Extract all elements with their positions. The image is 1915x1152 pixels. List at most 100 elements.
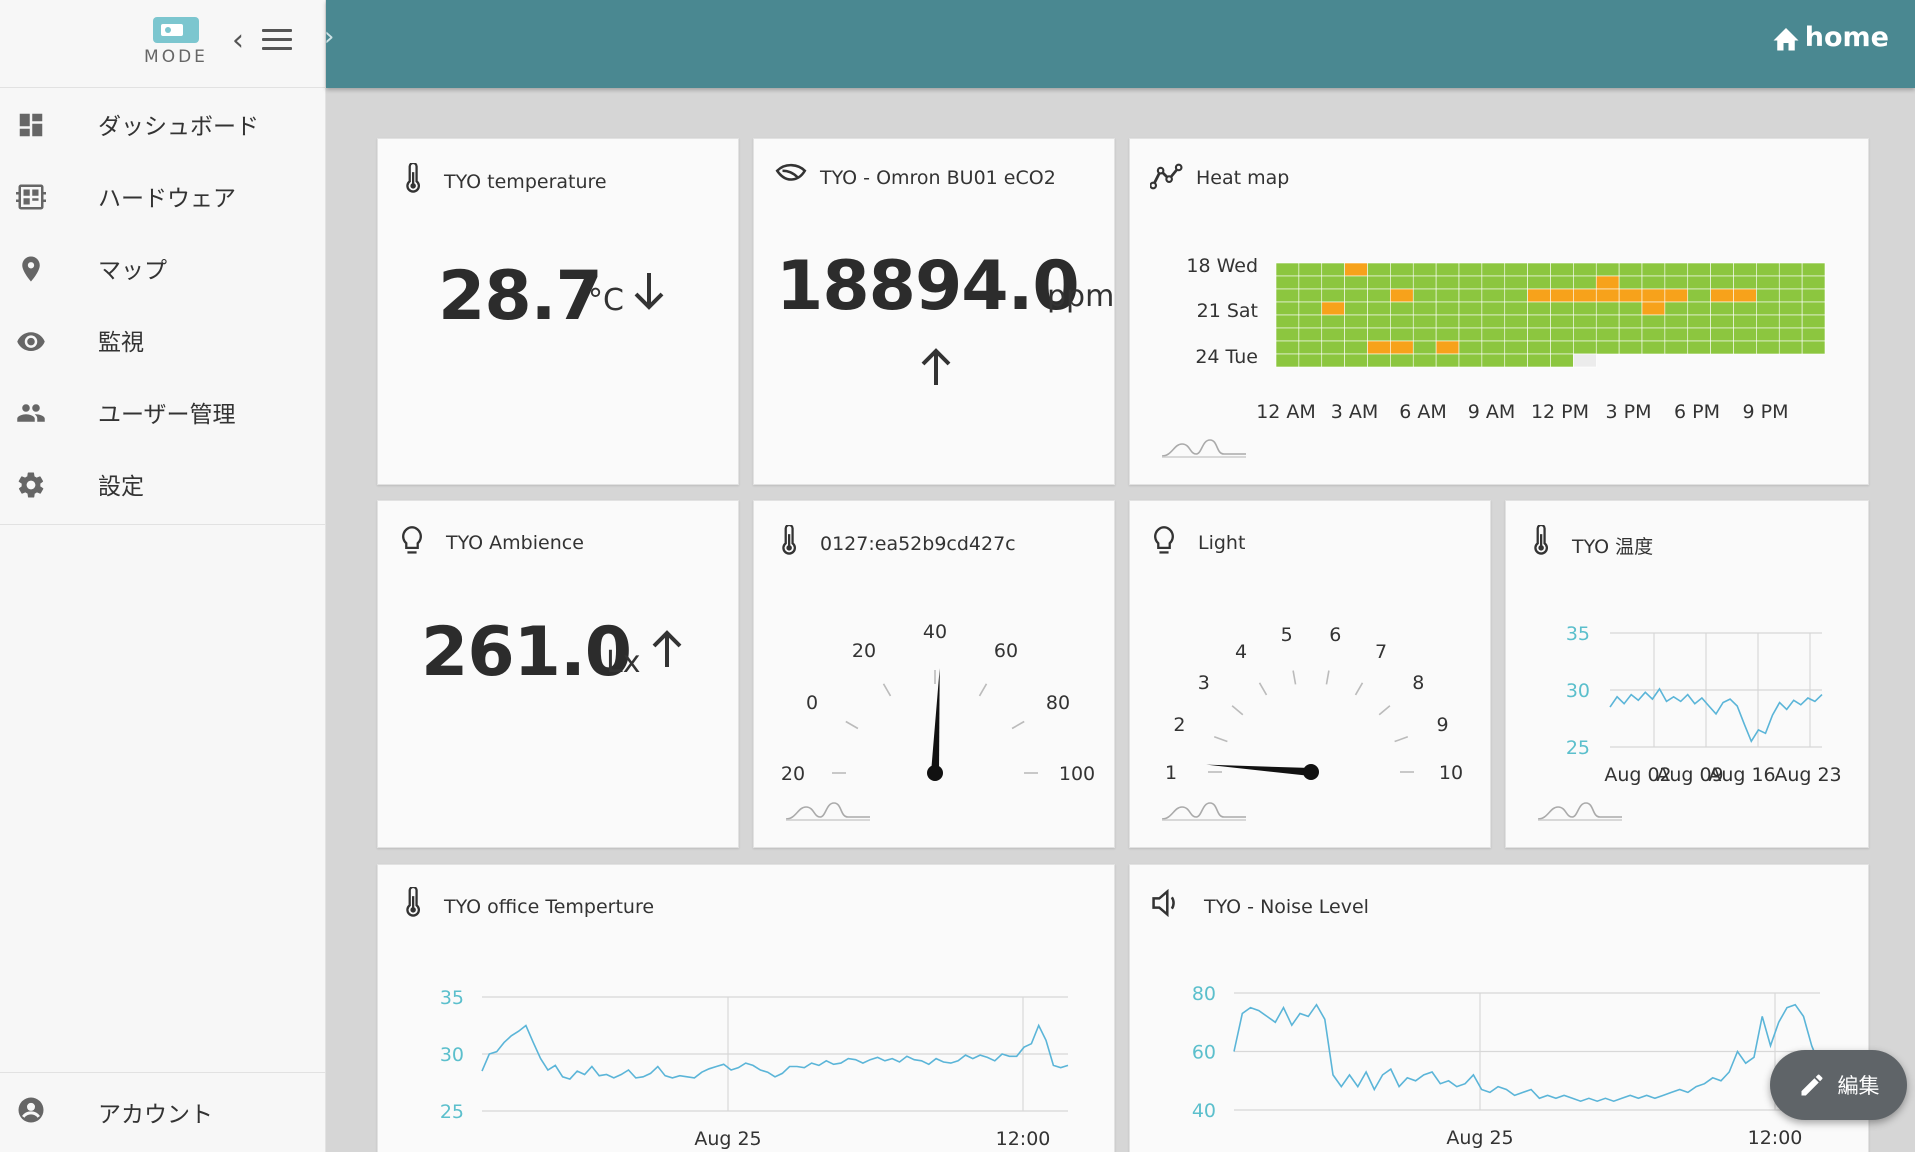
card-title: TYO Ambience [446, 532, 584, 554]
arrow-down-icon [634, 273, 664, 310]
heatmap-cell [1618, 340, 1643, 355]
heatmap-cell [1481, 314, 1506, 329]
heatmap-cell [1710, 340, 1734, 355]
heatmap-cell [1710, 288, 1734, 303]
heatmap-cell [1733, 275, 1757, 290]
card-title: TYO - Omron BU01 eCO2 [820, 167, 1056, 189]
heatmap-cell [1344, 301, 1368, 316]
card-eco2[interactable]: TYO - Omron BU01 eCO2 18894.0 ppm [753, 138, 1115, 485]
hamburger-menu-icon[interactable] [262, 29, 292, 51]
sidebar-item-dashboard[interactable]: ダッシュボード [0, 88, 325, 160]
heatmap-cell [1390, 301, 1414, 316]
heatmap-cell [1367, 275, 1391, 290]
mode-logo[interactable]: MODE [142, 14, 210, 68]
heatmap-cell [1481, 301, 1506, 316]
card-noise-level[interactable]: TYO - Noise Level 80 60 40 Aug 25 12:00 [1129, 864, 1869, 1152]
card-gauge-device[interactable]: 0127:ea52b9cd427c 20 0 20 40 60 80 100 [753, 500, 1115, 848]
heatmap-cell [1664, 327, 1689, 342]
heatmap-cell [1298, 301, 1323, 316]
card-light[interactable]: Light 1 2 3 4 5 6 7 8 9 10 [1129, 500, 1491, 848]
y-tick-label: 60 [1192, 1042, 1216, 1064]
sidebar-nav: ダッシュボード ハードウェア マップ 監視 ユーザー管理 設定 [0, 88, 325, 525]
heatmap-cell [1321, 262, 1345, 277]
collapse-sidebar-button[interactable]: ‹ [232, 23, 244, 58]
heatmap-cell [1367, 327, 1391, 342]
heatmap-cell [1550, 262, 1574, 277]
heatmap-cell [1344, 340, 1368, 355]
thermometer-icon [406, 887, 420, 917]
ambience-unit: Lx [606, 645, 641, 680]
heatmap-y-label: 18 Wed [1186, 255, 1258, 277]
heatmap-cell [1481, 275, 1506, 290]
card-title: Heat map [1196, 167, 1290, 189]
sidebar-item-hardware[interactable]: ハードウェア [0, 160, 325, 232]
heatmap-cell [1595, 288, 1620, 303]
heatmap-cell [1458, 301, 1483, 316]
heatmap-cell [1801, 262, 1826, 277]
sidebar-item-account[interactable]: アカウント [0, 1072, 326, 1144]
edit-button[interactable]: 編集 [1770, 1050, 1907, 1120]
sidebar-item-label: ダッシュボード [98, 114, 259, 140]
heatmap-cell [1595, 327, 1620, 342]
leaf-icon [775, 163, 807, 181]
heatmap-cell [1664, 314, 1689, 329]
sidebar-item-monitoring[interactable]: 監視 [0, 304, 325, 376]
gauge-chart: 20 0 20 40 60 80 100 [781, 621, 1095, 785]
lightbulb-icon [1154, 526, 1174, 554]
heatmap-cell [1344, 353, 1368, 368]
heatmap-cell [1550, 301, 1574, 316]
heatmap-cell [1275, 262, 1300, 277]
card-ambience[interactable]: TYO Ambience 261.0 Lx [377, 500, 739, 848]
heatmap-cell [1527, 353, 1551, 368]
heatmap-cell [1298, 327, 1323, 342]
card-office-temperature[interactable]: TYO office Temperture 35 30 25 Aug 25 12:00 [377, 864, 1115, 1152]
heatmap-y-label: 24 Tue [1195, 346, 1258, 368]
sidebar-item-map[interactable]: マップ [0, 232, 325, 304]
gauge-tick-label: 10 [1439, 762, 1463, 784]
heatmap-cell [1733, 314, 1757, 329]
heatmap-cell [1390, 262, 1414, 277]
heatmap-cell [1687, 340, 1711, 355]
heatmap-cell [1481, 327, 1506, 342]
y-tick-label: 25 [440, 1101, 464, 1123]
heatmap-cell [1664, 262, 1689, 277]
gauge-tick-label: 20 [781, 763, 805, 785]
heatmap-cell [1321, 340, 1345, 355]
heatmap-cell [1412, 314, 1437, 329]
sidebar-item-settings[interactable]: 設定 [0, 448, 325, 520]
heatmap-cell [1367, 262, 1391, 277]
sidebar-item-users[interactable]: ユーザー管理 [0, 376, 325, 448]
heatmap-cell [1756, 314, 1780, 329]
card-temperature[interactable]: TYO temperature 28.7 °C [377, 138, 739, 485]
heatmap-cell [1550, 275, 1574, 290]
heatmap-cell [1595, 314, 1620, 329]
heatmap-cell [1618, 327, 1643, 342]
heatmap-cell [1458, 327, 1483, 342]
heatmap-cell [1390, 340, 1414, 355]
heatmap-cell [1321, 275, 1345, 290]
card-heatmap[interactable]: Heat map 18 Wed 21 Sat 24 Tue 12 AM 3 AM 6 AM… [1129, 138, 1869, 485]
heatmap-cell [1573, 327, 1597, 342]
heatmap-x-label: 9 AM [1468, 401, 1516, 423]
eco2-unit: ppm [1047, 279, 1115, 314]
line-chart: 80 60 40 Aug 25 12:00 [1192, 983, 1821, 1149]
heatmap-cell [1756, 288, 1780, 303]
heatmap-cell [1550, 353, 1574, 368]
thermometer-icon [406, 163, 420, 193]
heatmap-cell [1595, 262, 1620, 277]
heatmap-cell [1435, 314, 1460, 329]
heatmap-cell [1573, 353, 1597, 368]
series-line [1233, 1003, 1821, 1103]
heatmap-cell [1367, 340, 1391, 355]
card-temperature-jp[interactable]: TYO 温度 35 30 25 Aug 02 Aug 09 Aug 16 Aug 23 [1505, 500, 1869, 848]
home-icon [1773, 27, 1799, 50]
heatmap-cell [1756, 327, 1780, 342]
heatmap-x-label: 6 PM [1674, 401, 1720, 423]
heatmap-cell [1756, 340, 1780, 355]
heatmap-cell [1778, 262, 1803, 277]
home-link[interactable]: home [1771, 22, 1889, 53]
heatmap-cell [1595, 340, 1620, 355]
heatmap-cell [1664, 275, 1689, 290]
heatmap-cell [1435, 262, 1460, 277]
line-chart-icon [1150, 163, 1183, 190]
